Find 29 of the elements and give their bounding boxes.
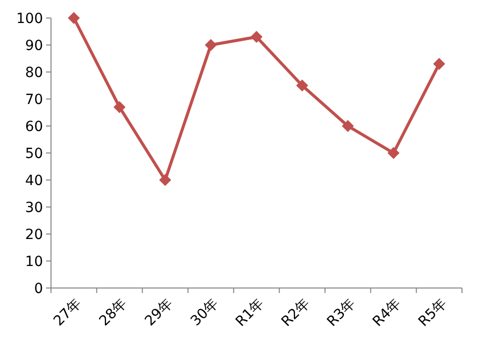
point xyxy=(388,147,400,159)
x-tick-label: R3年 xyxy=(324,296,359,330)
x-tick-label: R2年 xyxy=(278,296,313,330)
x-tick-label: R4年 xyxy=(370,296,404,330)
point xyxy=(159,174,172,186)
point xyxy=(296,80,308,92)
y-tick-label: 20 xyxy=(25,227,43,243)
x-tick-label: 29年 xyxy=(142,296,176,330)
point xyxy=(68,12,80,24)
y-tick-label: 100 xyxy=(16,11,43,27)
x-tick-label: 30年 xyxy=(188,296,222,330)
x-tick-label: R5年 xyxy=(416,296,450,330)
point xyxy=(342,120,354,132)
point xyxy=(250,30,262,43)
y-tick-label: 50 xyxy=(25,146,43,162)
y-tick-label: 40 xyxy=(25,173,43,189)
x-tick-label: 27年 xyxy=(50,296,85,330)
point xyxy=(204,39,217,51)
x-tick-label: 28年 xyxy=(96,296,130,330)
x-tick-label: R1年 xyxy=(232,296,268,330)
point xyxy=(433,58,446,70)
y-tick-label: 60 xyxy=(25,119,43,135)
y-tick-label: 80 xyxy=(25,65,43,81)
y-tick-label: 30 xyxy=(25,200,43,216)
y-tick-label: 90 xyxy=(25,38,43,54)
y-tick-label: 0 xyxy=(34,281,43,297)
y-tick-label: 70 xyxy=(25,92,43,108)
point xyxy=(114,101,126,114)
y-tick-label: 10 xyxy=(25,254,43,270)
